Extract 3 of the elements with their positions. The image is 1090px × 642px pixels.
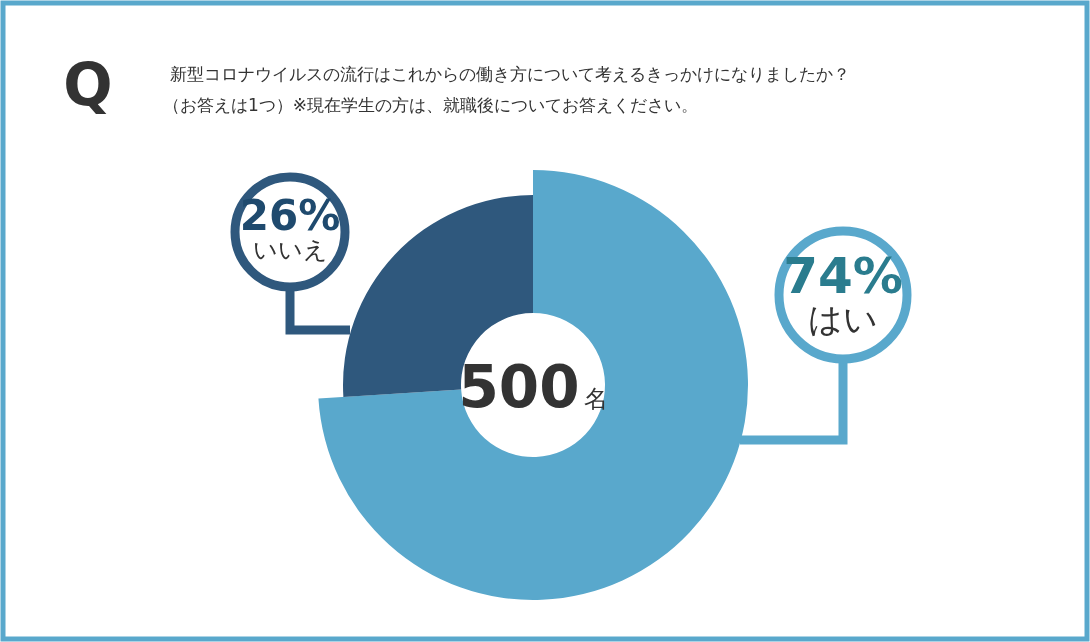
chart-subtitle: （お答えは1つ）※現在学生の方は、就職後についてお答えください。	[163, 95, 699, 115]
chart-title: 新型コロナウイルスの流行はこれからの働き方について考えるきっかけになりましたか？	[170, 64, 850, 84]
text: Q	[63, 51, 113, 119]
